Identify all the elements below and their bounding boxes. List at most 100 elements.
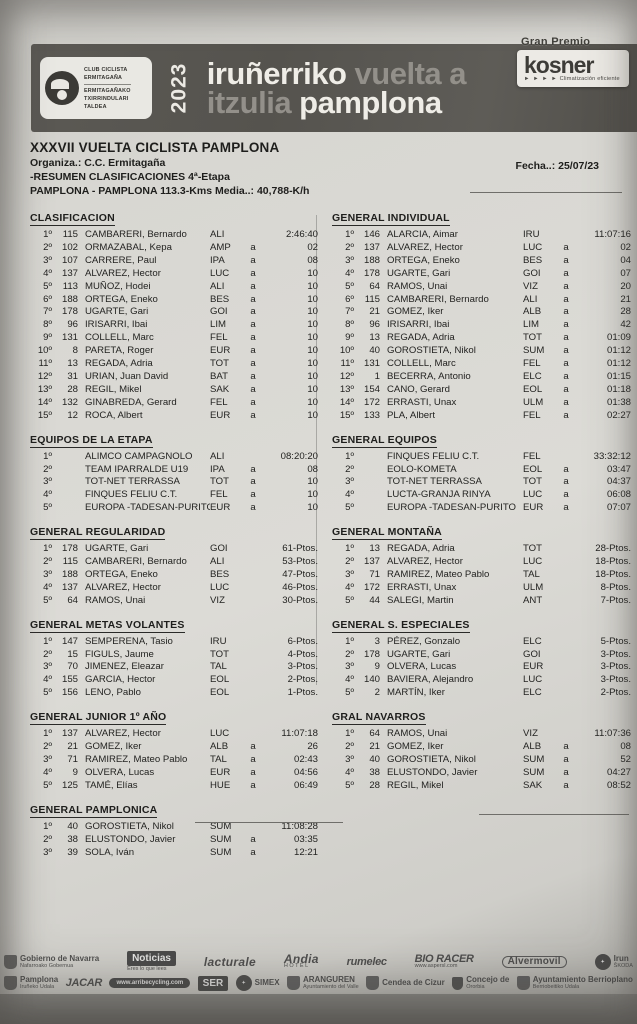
- value-cell: 10: [307, 358, 318, 370]
- team-cell: ALI: [210, 450, 225, 462]
- sponsor-text: ARANGUREN Ayuntamiento del Valle: [303, 976, 359, 991]
- section-general-monta-a: GENERAL MONTAÑA 1º 13 REGADA, Adria TOT 28-Pt…: [332, 522, 631, 608]
- section-general-equipos: GENERAL EQUIPOS 1º FINQUES FELIU C.T. FEL 33…: [332, 430, 631, 516]
- team-cell: EUR: [523, 661, 544, 673]
- rank-cell: 3º: [43, 846, 52, 858]
- event-title-line2-white: pamplona: [291, 85, 442, 120]
- team-cell: SUM: [210, 820, 232, 832]
- table-row: 8º 96 IRISARRI, Ibai LIM a 10: [30, 319, 318, 332]
- value-cell: 07: [620, 267, 631, 279]
- section-general-s-especiales: GENERAL S. ESPECIALES 1º 3 PÉREZ, Gonzalo EL…: [332, 615, 631, 701]
- team-cell: FEL: [523, 450, 541, 462]
- table-row: 2º 38 ELUSTONDO, Javier SUM a 03:35: [30, 834, 318, 847]
- date-label: Fecha..: 25/07/23: [515, 160, 599, 172]
- name-cell: PLA, Albert: [387, 409, 435, 421]
- value-cell: 10: [307, 502, 318, 514]
- value-cell: 01:38: [606, 396, 631, 408]
- name-cell: CANO, Gerard: [387, 383, 450, 395]
- table-row: 5º 64 RAMOS, Unai VIZ a 20: [332, 281, 631, 294]
- classification-columns: CLASIFICACION 1º 115 CAMBARERI, Bernardo ALI…: [30, 208, 631, 866]
- value-cell: 08: [307, 463, 318, 475]
- gap-cell: a: [250, 779, 256, 791]
- rank-cell: 4º: [345, 674, 354, 686]
- sponsor-sublabel: Iruñeko Udala: [20, 984, 55, 990]
- gap-cell: a: [250, 293, 256, 305]
- value-cell: 28: [620, 306, 631, 318]
- team-cell: GOI: [210, 543, 228, 555]
- gap-cell: a: [250, 833, 256, 845]
- name-cell: TOT-NET TERRASSA: [387, 476, 482, 488]
- sponsor-logo-irun: ✦ Irun ŠKODA: [594, 953, 633, 970]
- bib-cell: 9: [72, 766, 78, 778]
- sponsor-text: Noticias Eres lo que lees: [127, 951, 176, 972]
- bib-cell: 28: [67, 383, 78, 395]
- club-line: TXIRRINDULARI: [84, 95, 129, 102]
- bib-cell: 8: [72, 345, 78, 357]
- document-title: XXXVII VUELTA CICLISTA PAMPLONA: [30, 140, 280, 155]
- gap-cell: a: [563, 766, 569, 778]
- rank-cell: 3º: [43, 754, 52, 765]
- name-cell: IRISARRI, Ibai: [387, 319, 450, 331]
- team-cell: BAT: [210, 370, 228, 382]
- name-cell: MARTÍN, Iker: [387, 687, 445, 699]
- value-cell: 10: [307, 345, 318, 357]
- sponsor-text: Pamplona Iruñeko Udala: [20, 976, 58, 991]
- name-cell: GINABREDA, Gerard: [85, 396, 177, 408]
- name-cell: GARCIA, Hector: [85, 674, 156, 686]
- bib-cell: 146: [363, 229, 380, 240]
- rank-cell: 3º: [345, 254, 354, 266]
- value-cell: 2:46:40: [285, 229, 318, 240]
- bib-cell: 131: [61, 332, 78, 344]
- sponsor-label: SER: [197, 975, 229, 991]
- name-cell: BAVIERA, Alejandro: [387, 674, 474, 686]
- column-divider-line: [316, 215, 317, 685]
- rank-cell: 4º: [43, 267, 52, 279]
- value-cell: 06:49: [293, 779, 318, 791]
- rank-cell: 9º: [345, 332, 354, 344]
- table-row: 2º 178 UGARTE, Gari GOI 3-Ptos.: [332, 649, 631, 662]
- table-row: 2º 137 ALVAREZ, Hector LUC a 02: [332, 242, 631, 255]
- sponsor-kosner: Gran Premio kosner ► ► ► ► Climatización…: [517, 36, 629, 87]
- table-row: 8º 96 IRISARRI, Ibai LIM a 42: [332, 319, 631, 332]
- value-cell: 1-Ptos.: [287, 687, 318, 699]
- sponsor-text: www.arribecycling.com: [109, 978, 191, 988]
- bib-cell: 115: [364, 293, 380, 305]
- bib-cell: 188: [363, 254, 380, 266]
- bib-cell: 178: [363, 267, 380, 279]
- value-cell: 08:20:20: [280, 450, 318, 462]
- rank-cell: 5º: [43, 594, 52, 606]
- rank-cell: 3º: [43, 254, 52, 266]
- name-cell: ALVAREZ, Hector: [85, 581, 161, 593]
- table-row: 6º 115 CAMBARERI, Bernardo ALI a 21: [332, 294, 631, 307]
- table-row: 5º EUROPA -TADESAN-PURITO EUR a 10: [30, 502, 318, 515]
- name-cell: RAMOS, Unai: [387, 280, 448, 292]
- value-cell: 11:08:28: [281, 820, 318, 832]
- rank-cell: 12º: [37, 370, 52, 382]
- sponsor-logo-aranguren: ARANGUREN Ayuntamiento del Valle: [286, 976, 359, 991]
- name-cell: SOLA, Iván: [85, 846, 135, 858]
- rank-cell: 2º: [345, 241, 354, 253]
- value-cell: 3-Ptos.: [600, 661, 631, 673]
- gap-cell: a: [563, 476, 569, 488]
- club-line: ERMITAGAÑA: [84, 74, 123, 81]
- team-cell: LUC: [210, 728, 230, 740]
- table-row: 14º 172 ERRASTI, Unax ULM a 01:38: [332, 397, 631, 410]
- rank-cell: 1º: [345, 728, 354, 740]
- rank-cell: 1º: [345, 450, 354, 462]
- rank-cell: 4º: [43, 581, 52, 593]
- value-cell: 02:43: [293, 754, 318, 765]
- team-cell: SUM: [523, 754, 545, 765]
- date-underline: [470, 192, 622, 193]
- rank-cell: 4º: [345, 267, 354, 279]
- team-cell: VIZ: [523, 728, 538, 740]
- name-cell: CARRERE, Paul: [85, 254, 157, 266]
- value-cell: 8-Ptos.: [600, 581, 631, 593]
- table-row: 2º TEAM IPARRALDE U19 IPA a 08: [30, 464, 318, 477]
- table-row: 1º 137 ALVAREZ, Hector LUC 11:07:18: [30, 728, 318, 741]
- bib-cell: 178: [61, 306, 78, 318]
- gap-cell: a: [563, 319, 569, 331]
- gap-cell: a: [250, 267, 256, 279]
- value-cell: 03:47: [606, 463, 631, 475]
- name-cell: GOROSTIETA, Nikol: [387, 754, 476, 765]
- name-cell: PARETA, Roger: [85, 345, 154, 357]
